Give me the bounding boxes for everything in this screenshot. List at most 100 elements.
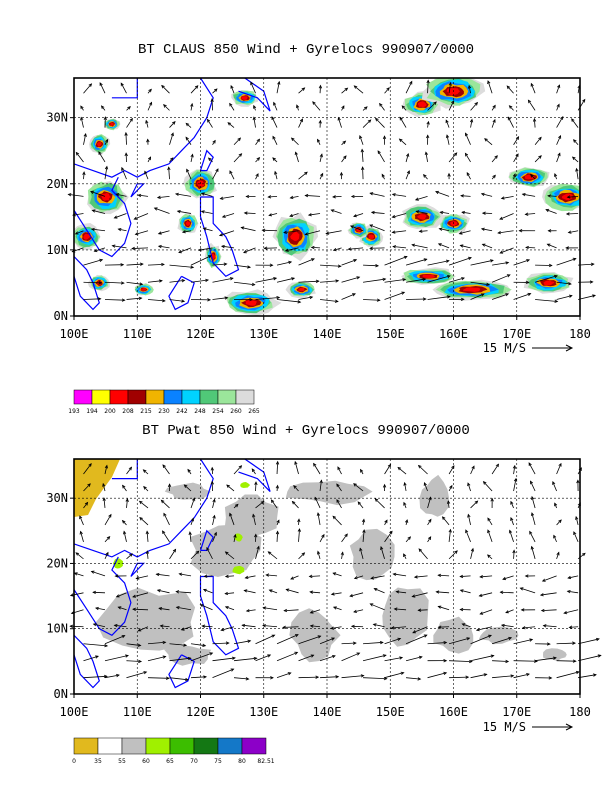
colorbar-label: 200	[104, 408, 116, 415]
x-tick-label: 170E	[502, 705, 531, 719]
wind-arrow	[481, 228, 493, 232]
wind-arrow	[314, 497, 321, 509]
wind-arrowhead	[271, 116, 275, 120]
wind-arrowhead	[276, 296, 281, 300]
wind-arrow	[406, 677, 421, 680]
wind-arrow	[319, 299, 338, 302]
wind-arrowhead	[552, 656, 557, 660]
wind-arrow	[116, 193, 127, 197]
wind-arrow	[501, 624, 514, 628]
x-tick-label: 140E	[313, 327, 342, 341]
wind-arrow	[460, 589, 471, 594]
wind-arrow	[68, 194, 84, 197]
wind-arrow	[353, 483, 364, 492]
wind-arrow	[123, 531, 127, 542]
wind-arrow	[513, 673, 530, 679]
wind-arrow	[190, 518, 194, 526]
wind-arrowhead	[412, 630, 417, 634]
wind-arrow	[169, 299, 185, 302]
wind-arrow	[467, 482, 471, 492]
wind-arrow	[207, 119, 213, 128]
wind-arrow	[436, 591, 450, 594]
wind-arrowhead	[505, 293, 510, 297]
wind-arrow	[528, 99, 536, 111]
coastline	[74, 556, 132, 637]
wind-arrow	[319, 154, 323, 163]
wind-arrow	[276, 531, 279, 542]
wind-arrow	[438, 574, 450, 577]
colorbar-swatch	[181, 389, 201, 405]
wind-arrow	[576, 168, 579, 180]
wind-arrow	[465, 133, 471, 145]
wind-arrow	[470, 655, 494, 662]
wind-arrowhead	[558, 134, 562, 139]
wind-arrowhead	[205, 278, 210, 283]
wind-arrowhead	[330, 209, 335, 213]
wind-arrowhead	[276, 519, 280, 524]
wind-arrowhead	[90, 227, 95, 232]
wind-arrowhead	[174, 192, 179, 196]
vector-scale-arrowhead	[565, 723, 574, 731]
wind-arrow	[569, 626, 579, 628]
wind-arrow	[104, 139, 109, 145]
wind-arrowhead	[417, 464, 422, 469]
colorbar-label: 194	[86, 408, 98, 415]
wind-arrow	[578, 638, 600, 645]
wind-arrow	[465, 153, 471, 163]
wind-arrow	[92, 210, 106, 214]
moist-region	[95, 587, 196, 651]
wind-arrow	[132, 592, 149, 598]
wind-arrow	[135, 230, 149, 235]
wind-arrow	[330, 626, 342, 629]
wind-arrow	[274, 171, 278, 180]
wind-arrowhead	[461, 277, 465, 281]
wind-arrow	[513, 293, 531, 300]
wind-arrowhead	[505, 261, 510, 265]
wind-arrowhead	[507, 116, 511, 121]
wind-arrowhead	[156, 195, 161, 199]
wind-arrow	[201, 210, 213, 214]
wind-arrowhead	[181, 279, 186, 283]
wind-arrow	[158, 245, 170, 249]
wind-arrow	[392, 193, 407, 197]
wind-arrow	[415, 195, 428, 201]
wind-arrow	[246, 609, 256, 612]
wind-arrowhead	[183, 484, 188, 488]
wind-arrow	[427, 672, 447, 679]
wind-arrow	[556, 281, 572, 285]
wind-arrow	[412, 592, 428, 598]
wind-arrowhead	[120, 82, 124, 87]
wind-arrow	[182, 230, 192, 233]
wind-arrow	[271, 499, 278, 509]
x-tick-label: 160E	[439, 705, 468, 719]
wind-arrowhead	[244, 575, 249, 579]
wind-arrowhead	[363, 106, 368, 110]
wind-arrowhead	[556, 551, 560, 556]
wind-arrow	[160, 625, 170, 628]
colorbar-swatch	[73, 389, 93, 405]
wind-arrowhead	[437, 243, 442, 247]
coastline	[199, 196, 240, 278]
wind-arrow	[252, 514, 256, 526]
wind-arrowhead	[206, 546, 210, 551]
wind-arrow	[418, 609, 428, 611]
wind-arrow	[448, 465, 455, 475]
wind-arrowhead	[480, 227, 485, 231]
wind-arrow	[104, 281, 124, 284]
wind-arrow	[491, 119, 496, 128]
wind-arrowhead	[369, 192, 374, 196]
wind-arrow	[212, 88, 218, 94]
wind-arrowhead	[238, 465, 243, 469]
wind-arrowhead	[275, 530, 280, 535]
cloud-shading	[96, 141, 102, 147]
wind-arrowhead	[482, 481, 487, 485]
wind-arrowhead	[240, 226, 245, 230]
wind-arrow	[276, 261, 292, 266]
wind-arrow	[169, 677, 189, 681]
wind-arrowhead	[418, 548, 423, 553]
wind-arrow	[185, 123, 192, 128]
wind-arrow	[104, 514, 112, 526]
wind-arrow	[229, 513, 235, 526]
wind-arrow	[317, 551, 321, 559]
wind-arrowhead	[192, 497, 196, 502]
